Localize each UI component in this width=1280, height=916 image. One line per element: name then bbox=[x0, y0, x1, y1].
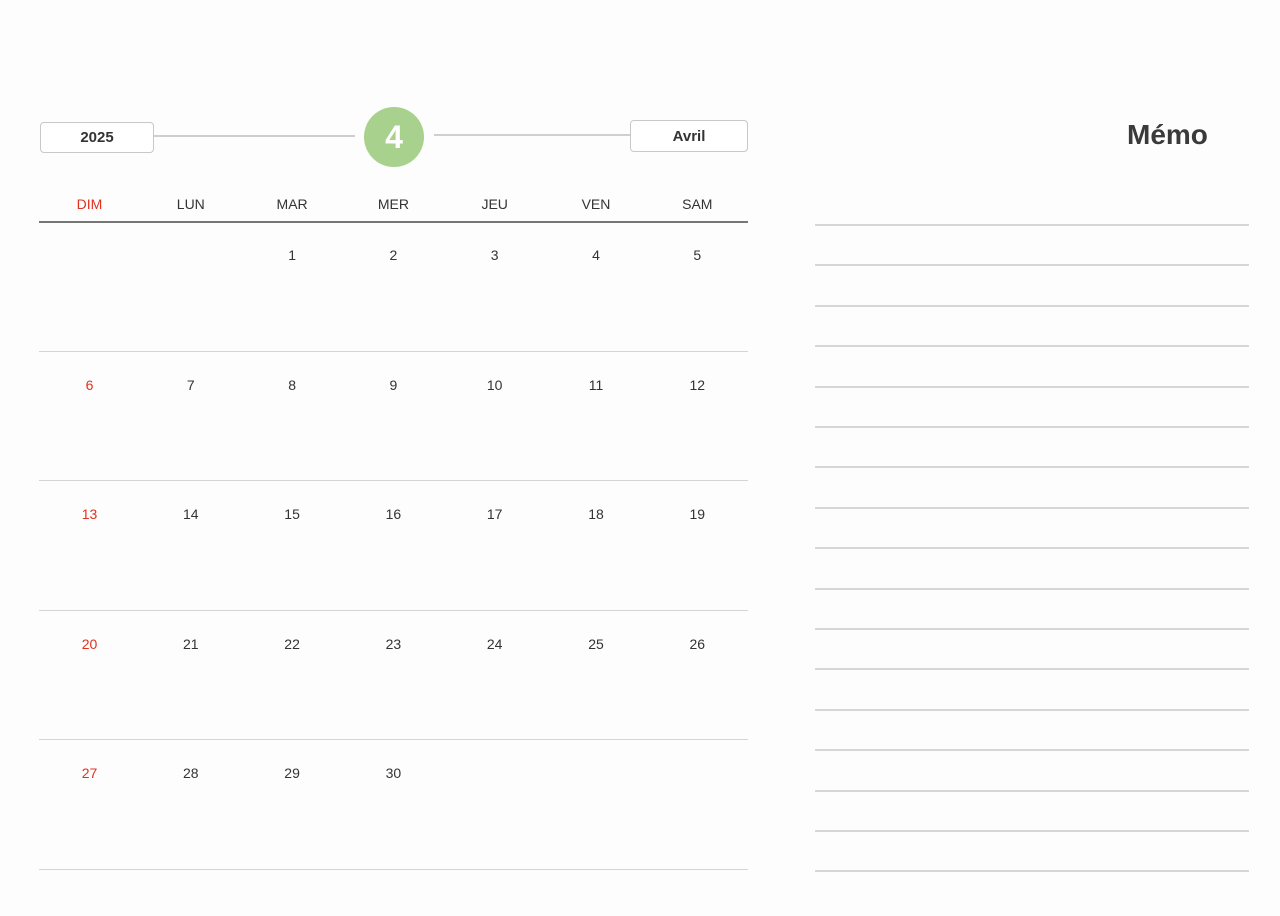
day-cell[interactable]: 22 bbox=[284, 635, 300, 652]
day-cell[interactable]: 10 bbox=[486, 376, 503, 393]
memo-line bbox=[815, 749, 1249, 752]
weekday-header: DIM bbox=[76, 196, 103, 212]
weekday-header: MER bbox=[377, 196, 409, 212]
memo-line bbox=[815, 708, 1249, 711]
weekday-header: VEN bbox=[581, 196, 611, 212]
memo-line bbox=[815, 264, 1249, 267]
week-row: 1 2 3 4 5 bbox=[39, 222, 748, 352]
day-cell[interactable]: 7 bbox=[186, 376, 195, 393]
memo-line bbox=[815, 628, 1249, 630]
memo-line bbox=[815, 506, 1249, 509]
divider-line bbox=[434, 134, 630, 136]
day-cell[interactable]: 27 bbox=[81, 765, 98, 782]
memo-title: Mémo bbox=[1127, 119, 1208, 150]
month-box: Avril bbox=[630, 120, 748, 152]
weekday-header: SAM bbox=[682, 196, 713, 212]
day-cell[interactable]: 30 bbox=[385, 765, 402, 782]
memo-line bbox=[815, 547, 1249, 550]
week-row: 27 28 29 30 bbox=[39, 740, 748, 870]
day-cell[interactable]: 24 bbox=[486, 635, 503, 652]
week-row: 6 7 8 9 10 11 12 bbox=[39, 352, 748, 482]
weekday-header: MAR bbox=[276, 196, 308, 212]
weekday-header: JEU bbox=[481, 196, 508, 212]
memo-line bbox=[815, 830, 1249, 832]
memo-line bbox=[815, 466, 1249, 469]
day-cell[interactable]: 17 bbox=[486, 506, 503, 523]
day-cell[interactable]: 4 bbox=[592, 247, 600, 263]
memo-line bbox=[815, 304, 1249, 307]
divider-line bbox=[154, 135, 355, 137]
day-cell[interactable]: 3 bbox=[490, 247, 499, 263]
day-cell[interactable]: 23 bbox=[385, 635, 402, 652]
memo-line bbox=[815, 870, 1249, 873]
day-cell[interactable]: 15 bbox=[284, 506, 300, 523]
day-cell[interactable]: 28 bbox=[183, 765, 199, 782]
year-box: 2025 bbox=[40, 122, 154, 153]
day-cell[interactable]: 29 bbox=[284, 765, 300, 782]
month-label: Avril bbox=[672, 127, 706, 145]
memo-line bbox=[815, 668, 1249, 671]
memo-line bbox=[815, 345, 1249, 348]
day-cell[interactable]: 1 bbox=[288, 247, 296, 263]
memo-line bbox=[815, 224, 1249, 226]
day-cell[interactable]: 19 bbox=[689, 506, 706, 523]
day-cell[interactable]: 12 bbox=[689, 376, 706, 393]
header-rule bbox=[39, 221, 748, 223]
month-number: 4 bbox=[385, 118, 403, 155]
day-cell[interactable]: 13 bbox=[81, 506, 98, 523]
memo-line bbox=[815, 385, 1249, 388]
day-cell[interactable]: 26 bbox=[689, 635, 706, 652]
week-row: 20 21 22 23 24 25 26 bbox=[39, 611, 748, 741]
day-cell[interactable]: 8 bbox=[288, 376, 296, 393]
day-cell[interactable]: 16 bbox=[385, 506, 402, 523]
day-cell[interactable]: 2 bbox=[389, 247, 398, 263]
day-cell[interactable]: 18 bbox=[588, 506, 604, 523]
day-cell[interactable]: 6 bbox=[85, 376, 94, 393]
memo-line bbox=[815, 426, 1249, 428]
day-cell[interactable]: 21 bbox=[183, 635, 199, 652]
day-cell[interactable]: 20 bbox=[81, 635, 98, 652]
weekday-header: LUN bbox=[176, 196, 205, 212]
week-row: 13 14 15 16 17 18 19 bbox=[39, 481, 748, 611]
day-cell[interactable]: 9 bbox=[389, 376, 398, 393]
memo-line bbox=[815, 789, 1249, 792]
month-number-badge: 4 bbox=[364, 107, 424, 167]
year-label: 2025 bbox=[80, 129, 114, 146]
day-cell[interactable]: 25 bbox=[588, 635, 604, 652]
day-cell[interactable]: 14 bbox=[183, 506, 199, 523]
memo-line bbox=[815, 587, 1249, 590]
day-cell[interactable]: 5 bbox=[693, 247, 702, 263]
day-cell[interactable]: 11 bbox=[588, 376, 604, 393]
